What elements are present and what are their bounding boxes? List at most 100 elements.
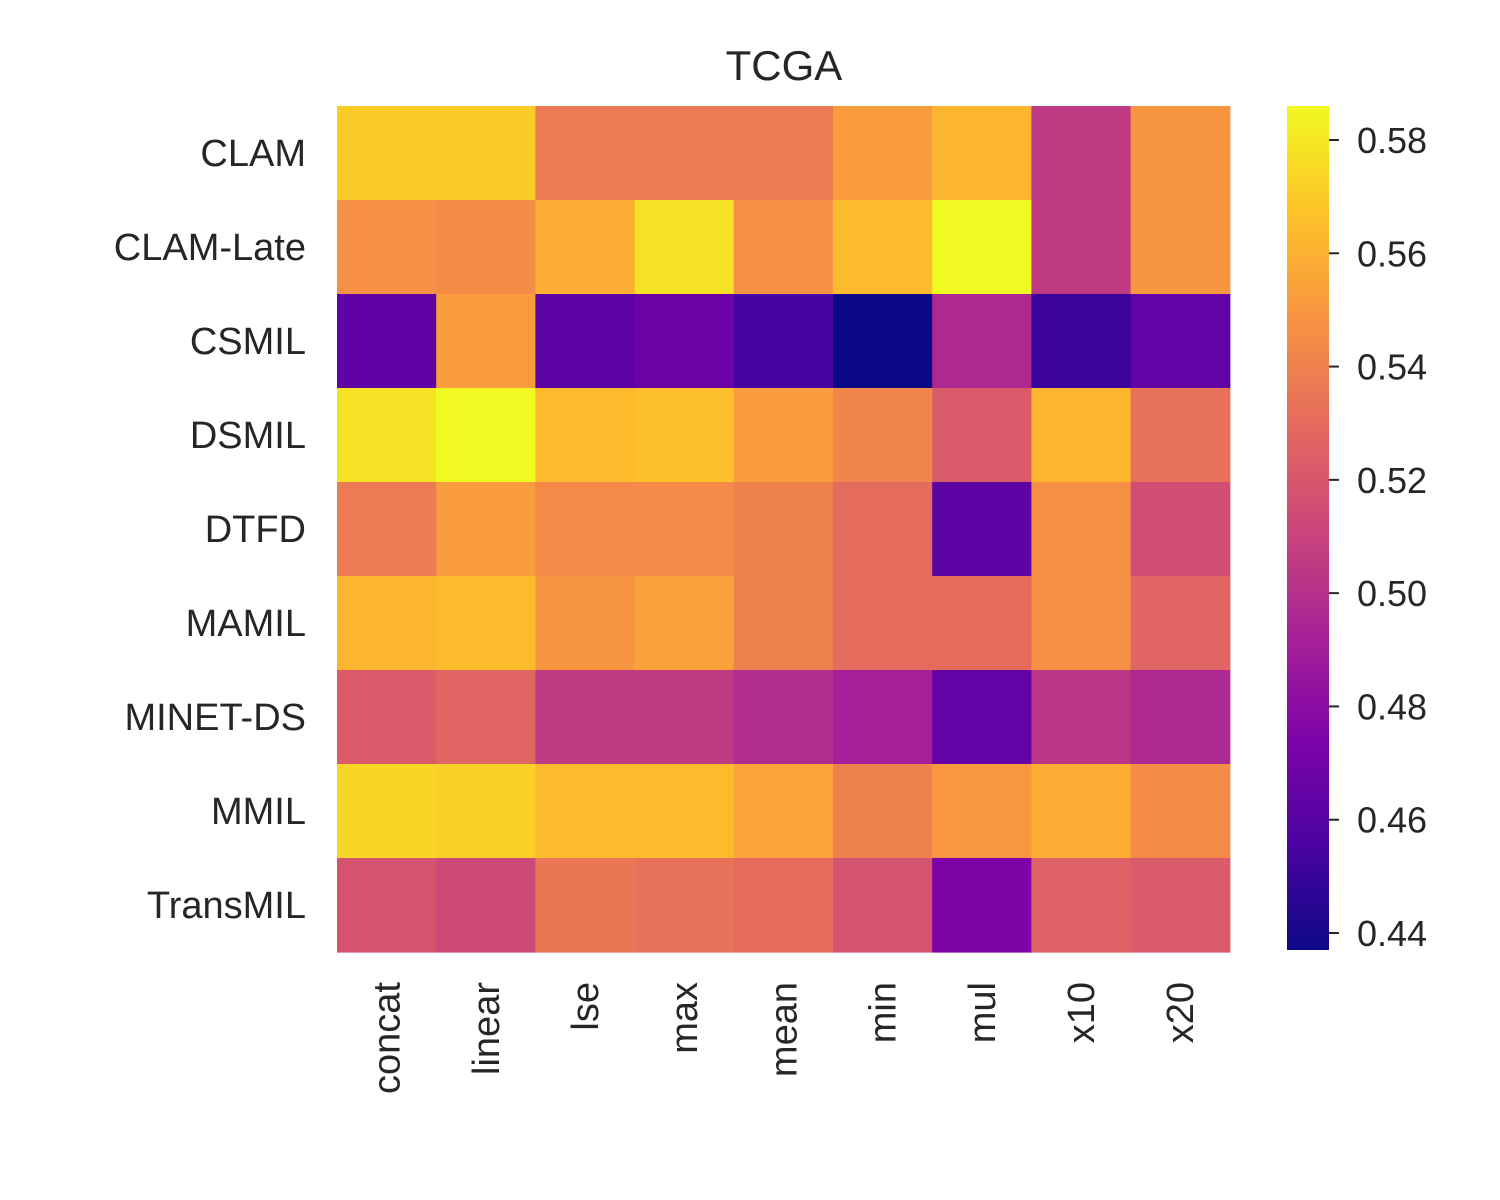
heatmap-cell-DSMIL-min bbox=[833, 388, 933, 483]
row-label: DSMIL bbox=[190, 415, 306, 457]
heatmap-cell-CLAM-Late-linear bbox=[436, 200, 536, 295]
heatmap-cell-CLAM-linear bbox=[436, 106, 536, 201]
heatmap-cell-MMIL-max bbox=[634, 764, 735, 859]
heatmap-cell-TransMIL-max bbox=[634, 858, 735, 953]
row-label: MMIL bbox=[211, 791, 306, 833]
heatmap-cell-TransMIL-min bbox=[833, 858, 933, 953]
colorbar-tick-label: 0.52 bbox=[1357, 460, 1427, 501]
heatmap-cell-DSMIL-x10 bbox=[1031, 388, 1132, 483]
heatmap-cell-MINET-DS-concat bbox=[337, 670, 437, 765]
row-label: CSMIL bbox=[190, 321, 306, 363]
heatmap-cell-MAMIL-max bbox=[634, 576, 735, 671]
heatmap-cell-MAMIL-concat bbox=[337, 576, 437, 671]
row-label: DTFD bbox=[205, 509, 306, 551]
heatmap-cell-CSMIL-lse bbox=[535, 294, 636, 389]
heatmap-cell-CLAM-Late-x20 bbox=[1130, 200, 1231, 295]
heatmap-cell-TransMIL-mean bbox=[733, 858, 834, 953]
column-label: concat bbox=[367, 982, 409, 1094]
heatmap-cell-CSMIL-concat bbox=[337, 294, 437, 389]
heatmap-cell-CSMIL-x20 bbox=[1130, 294, 1231, 389]
heatmap-cell-MAMIL-lse bbox=[535, 576, 636, 671]
heatmap-cell-CLAM-min bbox=[833, 106, 933, 201]
heatmap-cell-MMIL-x10 bbox=[1031, 764, 1132, 859]
colorbar-tick-label: 0.50 bbox=[1357, 573, 1427, 614]
heatmap-cell-MMIL-x20 bbox=[1130, 764, 1231, 859]
heatmap-cell-MMIL-linear bbox=[436, 764, 536, 859]
heatmap-cell-MMIL-min bbox=[833, 764, 933, 859]
heatmap-cell-CLAM-x10 bbox=[1031, 106, 1132, 201]
colorbar-gradient bbox=[1287, 106, 1329, 950]
heatmap-cell-CSMIL-x10 bbox=[1031, 294, 1132, 389]
colorbar bbox=[1287, 106, 1329, 950]
colorbar-tick-label: 0.44 bbox=[1357, 913, 1427, 954]
column-label: lse bbox=[565, 982, 607, 1031]
heatmap-cell-MAMIL-linear bbox=[436, 576, 536, 671]
row-labels: CLAM CLAM-Late CSMIL DSMIL DTFD MAMIL MINET-DS… bbox=[114, 133, 306, 927]
heatmap-cell-CLAM-x20 bbox=[1130, 106, 1231, 201]
row-label: CLAM bbox=[200, 133, 306, 175]
heatmap-cell-CLAM-Late-min bbox=[833, 200, 933, 295]
row-label: MAMIL bbox=[186, 603, 306, 645]
colorbar-tick-label: 0.56 bbox=[1357, 233, 1427, 274]
heatmap-cells bbox=[337, 106, 1231, 953]
heatmap-cell-MMIL-concat bbox=[337, 764, 437, 859]
heatmap-cell-DTFD-max bbox=[634, 482, 735, 577]
heatmap-cell-TransMIL-concat bbox=[337, 858, 437, 953]
heatmap-cell-CLAM-mean bbox=[733, 106, 834, 201]
heatmap-cell-MINET-DS-mean bbox=[733, 670, 834, 765]
heatmap-cell-DSMIL-x20 bbox=[1130, 388, 1231, 483]
heatmap-cell-MAMIL-min bbox=[833, 576, 933, 671]
heatmap-cell-MINET-DS-linear bbox=[436, 670, 536, 765]
heatmap-cell-CLAM-max bbox=[634, 106, 735, 201]
heatmap-cell-MAMIL-x10 bbox=[1031, 576, 1132, 671]
heatmap-cell-CSMIL-linear bbox=[436, 294, 536, 389]
heatmap-cell-DTFD-mul bbox=[932, 482, 1032, 577]
column-labels: concat linear lse max mean min mul x10 x20 bbox=[367, 982, 1203, 1094]
heatmap-cell-MINET-DS-min bbox=[833, 670, 933, 765]
heatmap-cell-TransMIL-x10 bbox=[1031, 858, 1132, 953]
colorbar-tick-label: 0.48 bbox=[1357, 686, 1427, 727]
heatmap-cell-CLAM-Late-x10 bbox=[1031, 200, 1132, 295]
column-label: linear bbox=[466, 982, 508, 1075]
heatmap-cell-DTFD-x20 bbox=[1130, 482, 1231, 577]
heatmap-cell-DTFD-concat bbox=[337, 482, 437, 577]
colorbar-tick-label: 0.58 bbox=[1357, 120, 1427, 161]
heatmap-cell-TransMIL-mul bbox=[932, 858, 1032, 953]
column-label: min bbox=[863, 982, 905, 1043]
heatmap-cell-DTFD-mean bbox=[733, 482, 834, 577]
heatmap-cell-MAMIL-mean bbox=[733, 576, 834, 671]
heatmap-cell-DSMIL-linear bbox=[436, 388, 536, 483]
heatmap-cell-MAMIL-x20 bbox=[1130, 576, 1231, 671]
row-label: MINET-DS bbox=[124, 697, 306, 739]
chart-title: TCGA bbox=[726, 42, 843, 89]
heatmap-cell-CLAM-lse bbox=[535, 106, 636, 201]
heatmap-cell-CLAM-concat bbox=[337, 106, 437, 201]
column-label: x20 bbox=[1160, 982, 1202, 1043]
heatmap-cell-CSMIL-mul bbox=[932, 294, 1032, 389]
heatmap-cell-DTFD-lse bbox=[535, 482, 636, 577]
heatmap-cell-CLAM-Late-max bbox=[634, 200, 735, 295]
heatmap-cell-MMIL-mul bbox=[932, 764, 1032, 859]
heatmap-cell-DSMIL-mul bbox=[932, 388, 1032, 483]
colorbar-ticks: 0.58 0.56 0.54 0.52 0.50 0.48 0.46 0.44 bbox=[1329, 120, 1427, 954]
heatmap-cell-CSMIL-max bbox=[634, 294, 735, 389]
heatmap-cell-CLAM-Late-concat bbox=[337, 200, 437, 295]
heatmap-cell-MINET-DS-max bbox=[634, 670, 735, 765]
colorbar-tick-label: 0.54 bbox=[1357, 347, 1427, 388]
heatmap-cell-MINET-DS-x10 bbox=[1031, 670, 1132, 765]
heatmap-cell-MINET-DS-x20 bbox=[1130, 670, 1231, 765]
heatmap-cell-TransMIL-x20 bbox=[1130, 858, 1231, 953]
heatmap-cell-MMIL-mean bbox=[733, 764, 834, 859]
heatmap-cell-MINET-DS-lse bbox=[535, 670, 636, 765]
heatmap-cell-CLAM-mul bbox=[932, 106, 1032, 201]
heatmap-cell-DTFD-x10 bbox=[1031, 482, 1132, 577]
column-label: max bbox=[664, 982, 706, 1054]
column-label: x10 bbox=[1061, 982, 1103, 1043]
heatmap-cell-MMIL-lse bbox=[535, 764, 636, 859]
heatmap-cell-DSMIL-max bbox=[634, 388, 735, 483]
column-label: mean bbox=[763, 982, 805, 1077]
heatmap-cell-CSMIL-mean bbox=[733, 294, 834, 389]
heatmap-cell-CLAM-Late-mul bbox=[932, 200, 1032, 295]
heatmap-cell-DSMIL-lse bbox=[535, 388, 636, 483]
